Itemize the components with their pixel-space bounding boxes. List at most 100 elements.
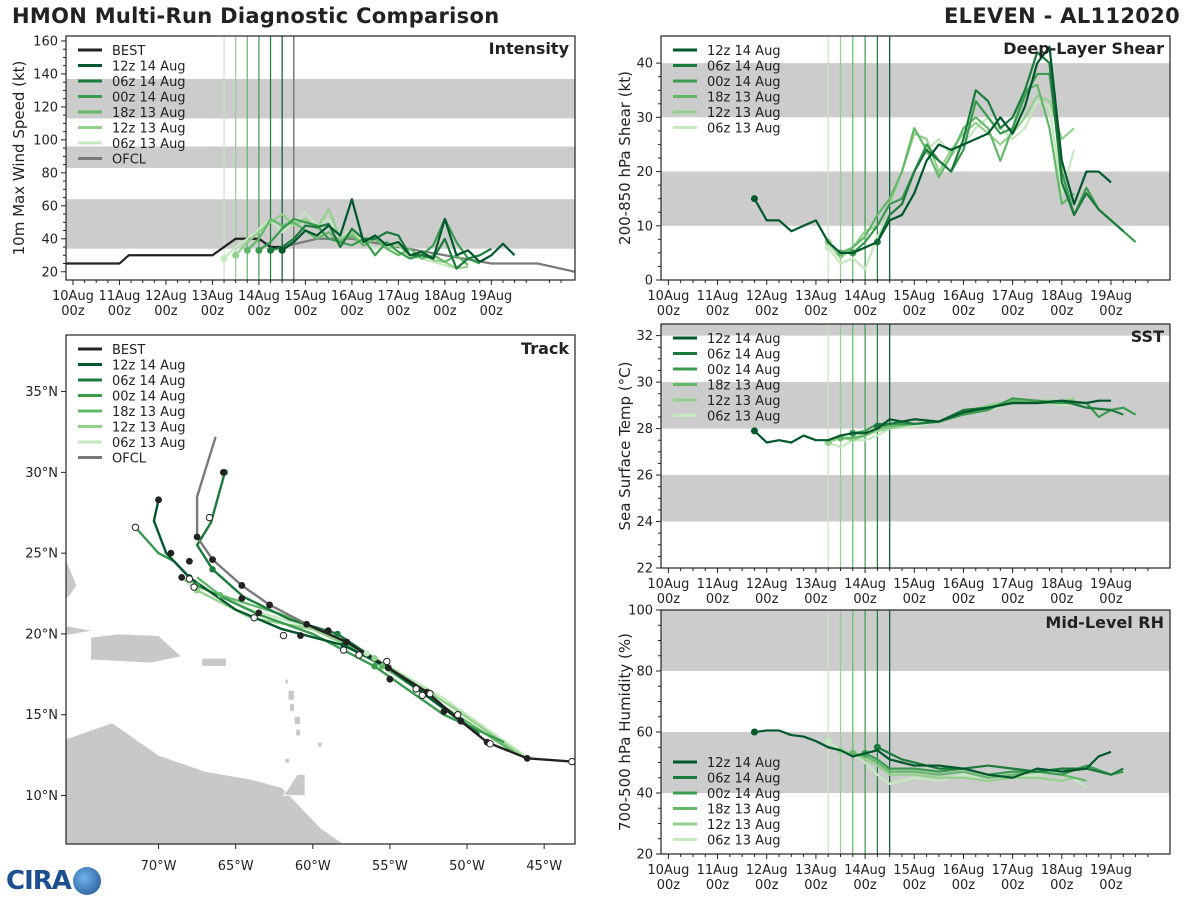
legend-label: OFCL (112, 153, 147, 168)
track-point-open (412, 685, 420, 693)
land-shape (66, 559, 78, 599)
series-line (270, 222, 492, 270)
y-tick-label: 32 (636, 329, 653, 344)
cira-logo: CIRA (6, 866, 101, 896)
lat-tick-label: 30°N (25, 466, 58, 481)
y-tick-label: 80 (636, 665, 653, 680)
track-point (217, 591, 224, 599)
init-point (243, 246, 251, 254)
x-tick-label-hour: 00z (1099, 878, 1123, 893)
x-tick-label-date: 14Aug (844, 863, 886, 878)
legend-label: 12z 13 Aug (112, 421, 186, 436)
panel-sst: 22242628303210Aug00z11Aug00z12Aug00z13Au… (616, 323, 1171, 607)
legend-label: 18z 13 Aug (112, 405, 186, 420)
lat-tick-label: 25°N (25, 547, 58, 562)
track-point (363, 650, 370, 657)
lon-tick-label: 60°W (295, 859, 331, 874)
legend-label: 06z 14 Aug (707, 348, 781, 363)
x-tick-label-date: 18Aug (1041, 863, 1083, 878)
legend-label: 06z 14 Aug (112, 75, 186, 90)
land-shape (282, 774, 306, 796)
legend-label: 06z 13 Aug (707, 834, 781, 849)
y-tick-label: 20 (636, 165, 653, 180)
init-point (750, 728, 758, 736)
panel-rh: 2040608010010Aug00z11Aug00z12Aug00z13Aug… (616, 604, 1171, 893)
y-tick-label: 40 (41, 232, 58, 247)
y-tick-label: 30 (636, 376, 653, 391)
x-tick-label-hour: 00z (755, 878, 779, 893)
land-shape (90, 633, 183, 664)
x-tick-label-hour: 00z (755, 592, 779, 607)
y-axis-label: 200-850 hPa Shear (kt) (616, 71, 634, 245)
legend-label: 00z 14 Aug (707, 363, 781, 378)
x-tick-label-hour: 00z (201, 304, 225, 319)
track-point (378, 663, 386, 670)
track-line-best (306, 623, 573, 763)
y-tick-label: 100 (628, 604, 653, 619)
panel-title: Track (521, 339, 569, 358)
series-line (281, 198, 516, 263)
init-point (750, 195, 758, 203)
x-tick-label-date: 18Aug (424, 289, 466, 304)
x-tick-label-date: 10Aug (647, 863, 689, 878)
lat-tick-label: 35°N (25, 385, 58, 400)
land-shape (317, 741, 323, 748)
legend-label: 12z 13 Aug (112, 122, 186, 137)
x-tick-label-hour: 00z (853, 592, 877, 607)
storm-title: ELEVEN - AL112020 (944, 4, 1180, 28)
y-tick-label: 60 (41, 199, 58, 214)
x-tick-label-hour: 00z (755, 304, 779, 319)
x-tick-label-hour: 00z (903, 304, 927, 319)
track-point-filled (266, 601, 273, 609)
plot-frame (65, 35, 576, 281)
x-tick-label-date: 18Aug (1041, 289, 1083, 304)
x-tick-label-hour: 00z (480, 304, 504, 319)
y-tick-label: 10 (636, 219, 653, 234)
x-tick-label-hour: 00z (903, 592, 927, 607)
y-tick-label: 28 (636, 422, 653, 437)
intensity-band (661, 171, 1170, 226)
track-point-open (426, 690, 434, 698)
legend-label: 12z 14 Aug (707, 756, 781, 771)
x-tick-label-hour: 00z (804, 592, 828, 607)
legend-label: 00z 14 Aug (707, 75, 781, 90)
y-tick-label: 20 (636, 848, 653, 863)
track-point-open (279, 631, 288, 640)
track-point-filled (193, 533, 201, 541)
x-tick-label-hour: 00z (804, 878, 828, 893)
y-tick-label: 30 (636, 111, 653, 126)
track-point-open (568, 757, 575, 766)
x-tick-label-hour: 00z (1001, 304, 1025, 319)
x-tick-label-date: 19Aug (1090, 577, 1132, 592)
track-point-open (355, 651, 363, 659)
series-line (753, 399, 1111, 444)
legend-label: 06z 14 Aug (707, 772, 781, 787)
land-shape (287, 690, 295, 701)
legend-label: 00z 14 Aug (112, 390, 186, 405)
y-tick-label: 60 (636, 726, 653, 741)
x-tick-label-hour: 00z (853, 878, 877, 893)
panel-title: Mid-Level RH (1045, 613, 1164, 632)
y-tick-label: 100 (33, 133, 58, 148)
x-tick-label-hour: 00z (952, 592, 976, 607)
land-shape (66, 722, 345, 844)
plot-area (66, 36, 575, 280)
init-point (873, 743, 881, 751)
panel-title: Deep-Layer Shear (1003, 39, 1164, 58)
y-tick-label: 120 (33, 100, 58, 115)
x-tick-label-date: 12Aug (746, 577, 788, 592)
track-point-filled (178, 573, 186, 581)
legend-label: 06z 13 Aug (707, 122, 781, 137)
x-tick-label-date: 18Aug (1041, 577, 1083, 592)
x-tick-label-hour: 00z (952, 878, 976, 893)
x-tick-label-date: 15Aug (284, 289, 326, 304)
track-point-open (383, 657, 391, 666)
lon-tick-label: 50°W (449, 859, 485, 874)
track-point-open (205, 513, 214, 522)
track-point-filled (440, 708, 448, 715)
lon-tick-label: 70°W (141, 859, 177, 874)
legend-label: 12z 14 Aug (112, 60, 186, 75)
x-tick-label-hour: 00z (853, 304, 877, 319)
intensity-band (661, 324, 1170, 336)
x-tick-label-date: 12Aug (746, 863, 788, 878)
